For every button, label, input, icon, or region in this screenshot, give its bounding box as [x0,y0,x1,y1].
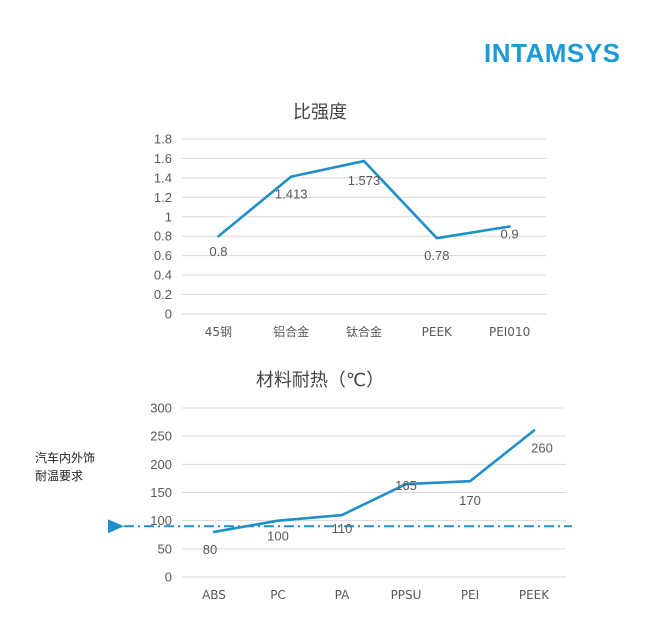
chart-1-x-tick-label: 铝合金 [273,324,309,339]
chart-1-data-label: 0.8 [209,244,227,259]
chart-2-data-label: 260 [531,441,553,456]
chart-1-x-tick-label: PEI010 [489,325,530,339]
chart-1-y-tick-label: 1.6 [154,151,172,166]
chart-1-y-tick-label: 0 [165,307,172,322]
chart-2-x-tick-label: PPSU [391,588,422,602]
chart-1-y-tick-label: 0.8 [154,229,172,244]
chart-1-title: 比强度 [293,102,347,123]
chart-2-reference-arrow [108,519,124,534]
chart-2-x-tick-label: PA [335,588,350,602]
chart-1-y-tick-label: 0.6 [154,248,172,263]
chart-2-y-tick-label: 250 [150,429,172,444]
chart-1-y-tick-label: 1.2 [154,190,172,205]
chart-2-x-tick-label: PC [270,588,286,602]
chart-1-x-tick-label: 钛合金 [346,324,382,339]
chart-1-y-tick-label: 1 [165,209,172,224]
chart-2-y-tick-label: 100 [150,513,172,528]
chart-2-title: 材料耐热（℃） [256,370,384,391]
chart-1-y-tick-label: 0.2 [154,287,172,302]
chart-1-y-tick-label: 0.4 [154,268,172,283]
chart-2-x-tick-label: ABS [202,588,226,602]
chart-2-data-label: 100 [267,529,289,544]
chart-1-series-line [217,159,511,240]
chart-2-y-tick-label: 150 [150,485,172,500]
chart-2-x-tick-label: PEEK [519,588,550,602]
chart-2-data-label: 80 [203,542,217,557]
chart-2-data-label: 165 [395,478,417,493]
brand-logo: INTAMSYS [484,38,621,68]
chart-2-data-label: 170 [459,493,481,508]
chart-1-y-tick-label: 1.8 [154,132,172,147]
chart-2-y-tick-label: 200 [150,457,172,472]
chart-2-series-line [212,429,536,534]
chart-1-data-label: 0.78 [424,248,449,263]
chart-2-y-tick-label: 300 [150,401,172,416]
chart-2-y-tick-label: 0 [165,570,172,585]
chart-2-y-tick-label: 50 [158,541,172,556]
temperature-requirement-annotation: 汽车内外饰 耐温要求 [35,451,96,483]
chart-1-data-label: 1.413 [275,187,308,202]
chart-1-data-label: 0.9 [501,227,519,242]
chart-1-data-label: 1.573 [348,173,381,188]
chart-2-data-label: 110 [332,521,353,536]
chart-2-x-tick-label: PEI [461,588,479,602]
chart-1-x-tick-label: PEEK [422,325,453,339]
chart-1-x-tick-label: 45钢 [205,325,232,339]
chart-1-y-tick-label: 1.4 [154,170,172,185]
